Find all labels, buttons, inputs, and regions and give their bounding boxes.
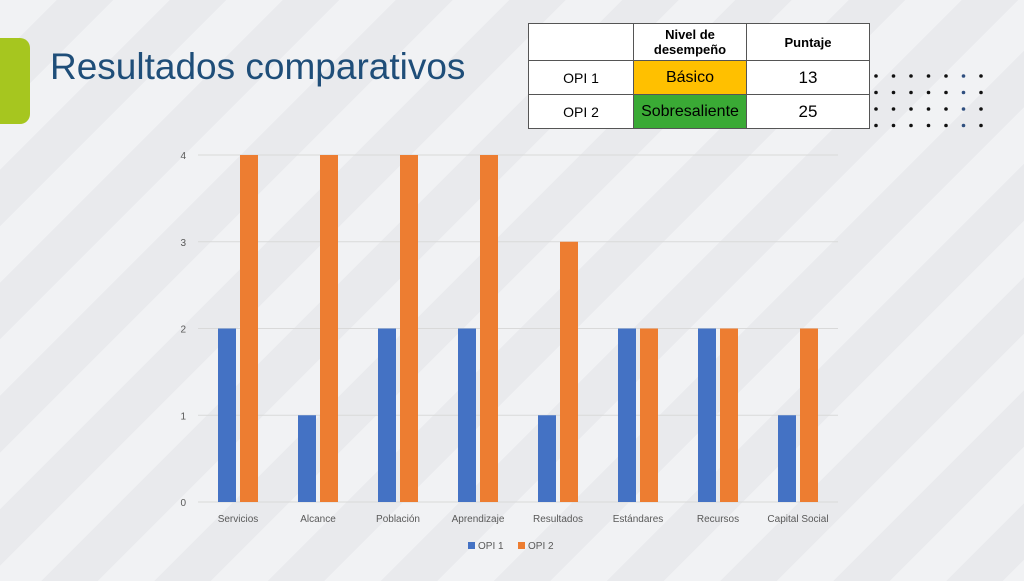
dot [979,74,983,78]
dot [874,74,878,78]
legend-swatch [518,542,525,549]
dot [926,74,931,78]
row-score: 13 [746,60,870,95]
dot [909,123,913,128]
dot [891,90,896,95]
legend-swatch [468,542,475,549]
results-table: Nivel de desempeño Puntaje OPI 1 Básico … [528,23,870,129]
dot [874,90,878,95]
table-row: OPI 1 Básico 13 [528,60,870,95]
row-label: OPI 2 [528,94,634,129]
bar-opi-1 [298,415,316,502]
bar-opi-2 [640,328,658,502]
bar-opi-2 [480,155,498,502]
dot [874,107,878,111]
dot [961,90,966,95]
dot [979,90,983,95]
dot [909,107,913,111]
y-tick-label: 4 [180,151,186,162]
dot-pattern [874,74,983,128]
legend-label: OPI 2 [528,541,554,552]
dot [944,74,948,78]
row-label: OPI 1 [528,60,634,95]
x-tick-label: Recursos [697,514,739,525]
bar-opi-1 [778,415,796,502]
dot [874,123,878,128]
dot [891,107,896,111]
y-tick-label: 2 [180,325,186,336]
x-tick-label: Servicios [218,514,259,525]
bar-opi-2 [720,328,738,502]
dot [961,107,966,111]
dot [926,90,931,95]
dot [891,123,896,128]
row-level: Básico [633,60,747,95]
bar-opi-2 [560,241,578,502]
dot [891,74,896,78]
bar-opi-1 [458,328,476,502]
x-tick-label: Población [376,514,420,525]
row-score: 25 [746,94,870,129]
bar-opi-2 [320,155,338,502]
bar-opi-2 [800,328,818,502]
bar-opi-1 [538,415,556,502]
x-tick-label: Alcance [300,514,336,525]
dot [961,123,966,128]
y-tick-label: 3 [180,238,186,249]
x-tick-label: Capital Social [767,514,828,525]
dot [909,74,913,78]
dot [944,123,948,128]
dot [979,123,983,128]
dot [926,123,931,128]
legend-label: OPI 1 [478,541,504,552]
header-empty [528,23,634,61]
bar-opi-2 [240,155,258,502]
accent-bar [0,38,30,124]
x-tick-label: Estándares [613,514,664,525]
dot [961,74,966,78]
slide-title: Resultados comparativos [50,46,466,87]
dot [926,107,931,111]
row-level: Sobresaliente [633,94,747,129]
y-tick-label: 0 [180,498,186,509]
dot [909,90,913,95]
bar-opi-1 [378,328,396,502]
dot [944,90,948,95]
bar-opi-1 [698,328,716,502]
bar-opi-2 [400,155,418,502]
dot [979,107,983,111]
bar-opi-1 [618,328,636,502]
bar-opi-1 [218,328,236,502]
dot [944,107,948,111]
table-row: OPI 2 Sobresaliente 25 [528,94,870,129]
y-tick-label: 1 [180,411,186,422]
x-tick-label: Aprendizaje [452,514,505,525]
x-tick-label: Resultados [533,514,583,525]
